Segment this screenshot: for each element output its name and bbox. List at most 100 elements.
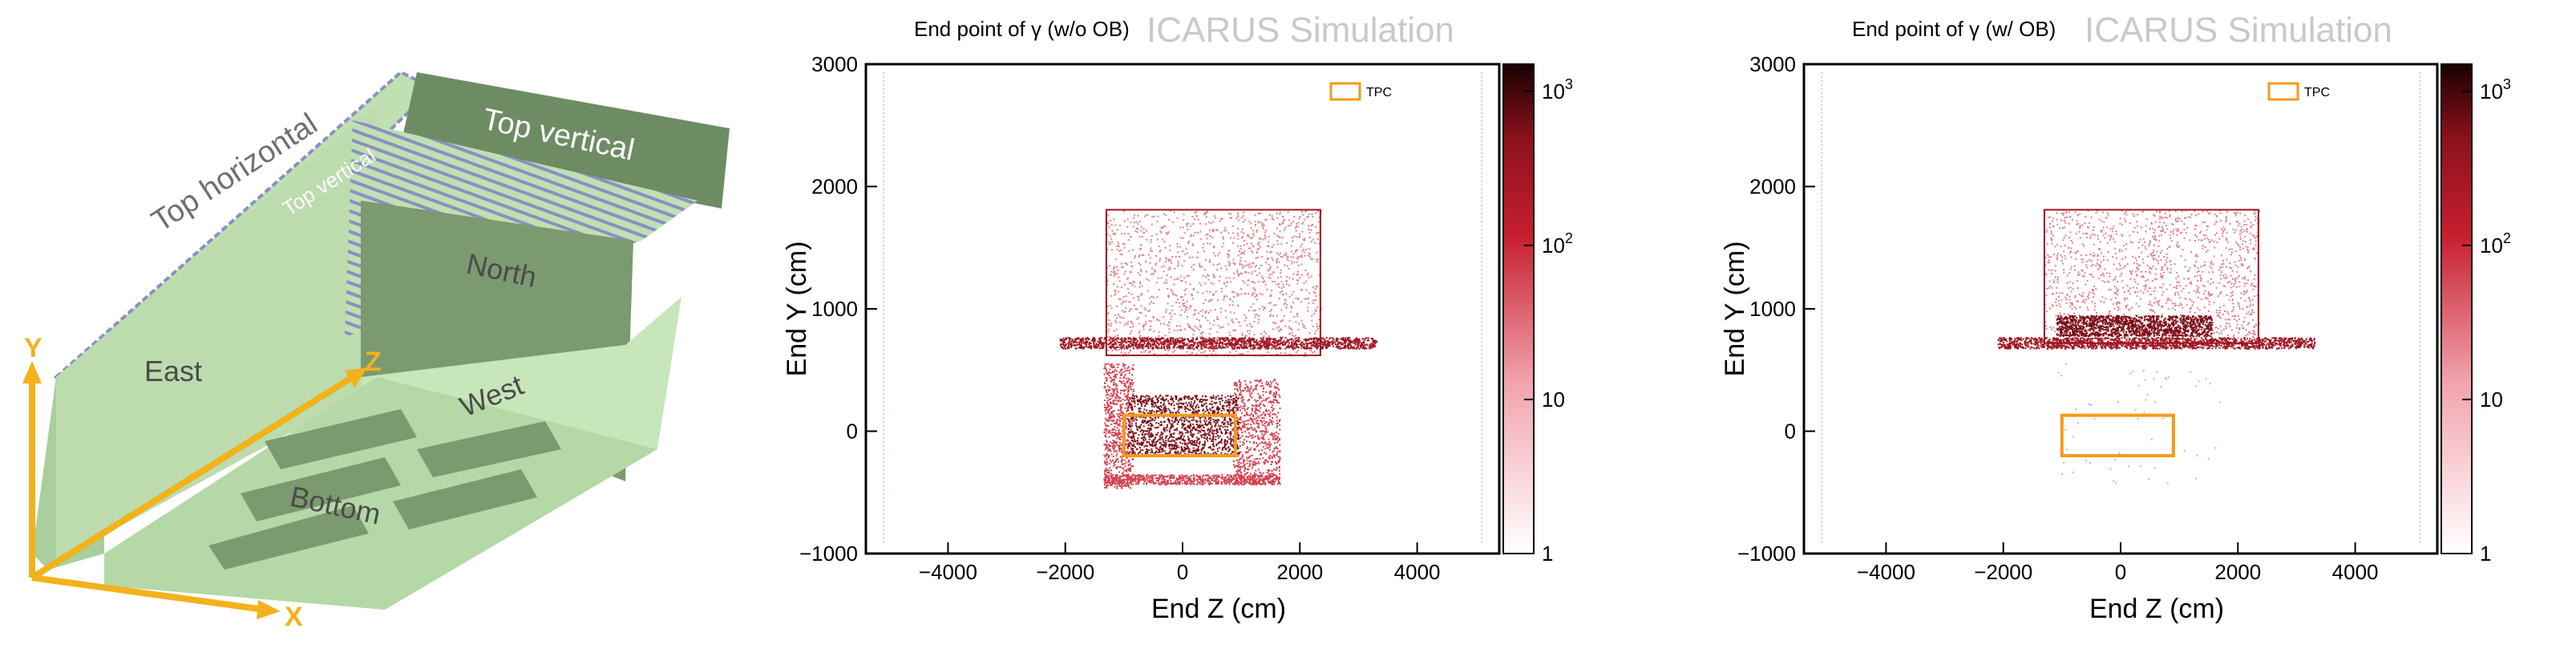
point: [1138, 347, 1141, 349]
point: [1101, 337, 1102, 339]
point: [1114, 383, 1117, 386]
point: [1118, 438, 1121, 440]
point: [1272, 280, 1274, 282]
point: [1263, 433, 1265, 436]
point: [1107, 412, 1110, 414]
point: [1209, 408, 1211, 410]
point: [1187, 229, 1189, 231]
point: [1173, 211, 1175, 213]
point: [1231, 300, 1234, 302]
point: [1243, 421, 1245, 424]
point: [1202, 292, 1204, 294]
point: [1169, 450, 1171, 452]
point: [1361, 343, 1364, 346]
point: [1315, 298, 1317, 301]
point: [1106, 446, 1109, 448]
point: [1311, 351, 1313, 354]
point: [1129, 423, 1131, 425]
point: [1291, 306, 1293, 309]
point: [1138, 221, 1141, 222]
point: [1176, 419, 1178, 421]
point: [1317, 221, 1320, 223]
point: [1221, 290, 1223, 293]
point: [1348, 340, 1350, 343]
point: [1226, 282, 1228, 283]
point: [1272, 399, 1275, 401]
point: [1116, 421, 1118, 424]
point: [1240, 217, 1243, 219]
point: [1121, 417, 1123, 420]
point: [1314, 292, 1316, 294]
point: [1236, 388, 1239, 391]
point: [1132, 473, 1134, 476]
point: [1115, 442, 1118, 444]
point: [1284, 298, 1287, 301]
point: [1272, 404, 1273, 407]
point: [1122, 317, 1125, 319]
point: [1287, 225, 1289, 227]
point: [1123, 233, 1126, 235]
point: [1244, 219, 1246, 221]
point: [1121, 381, 1123, 383]
point: [1256, 445, 1258, 448]
point: [1193, 343, 1195, 345]
point: [1278, 298, 1280, 300]
point: [1308, 342, 1310, 344]
point: [1238, 406, 1240, 408]
point: [1252, 287, 1255, 289]
point: [1205, 276, 1207, 278]
point: [1337, 339, 1340, 341]
point: [1144, 430, 1146, 432]
point: [1121, 371, 1123, 374]
point: [1103, 429, 1106, 432]
point: [1126, 456, 1128, 459]
point: [1240, 428, 1243, 430]
point: [1275, 461, 1276, 463]
point: [1341, 347, 1343, 350]
point: [1248, 293, 1249, 295]
point: [1235, 385, 1238, 387]
point: [1083, 342, 1086, 344]
point: [1300, 254, 1303, 257]
point: [1191, 436, 1194, 438]
point: [1165, 214, 1167, 217]
point: [1233, 401, 1235, 404]
point: [1316, 322, 1318, 325]
point: [1130, 221, 1132, 224]
point: [1252, 294, 1253, 297]
point: [1315, 342, 1317, 344]
point: [1221, 339, 1223, 341]
point: [1252, 245, 1254, 247]
point: [1252, 405, 1255, 407]
point: [1268, 263, 1270, 266]
point: [1242, 215, 1244, 217]
point: [1142, 228, 1145, 229]
point: [1326, 346, 1328, 348]
point: [1127, 461, 1130, 463]
point: [1122, 266, 1124, 269]
point: [1104, 469, 1106, 472]
point: [1244, 240, 1246, 242]
point: [1082, 337, 1084, 339]
point: [1081, 341, 1083, 343]
point: [1306, 339, 1308, 341]
point: [1216, 431, 1219, 433]
point: [1264, 347, 1267, 350]
point: [1192, 341, 1195, 343]
point: [1312, 238, 1314, 241]
point: [1253, 428, 1256, 430]
point: [1237, 273, 1239, 275]
point: [1176, 452, 1179, 454]
point: [1107, 331, 1110, 333]
point: [1257, 469, 1260, 471]
point: [1231, 403, 1234, 405]
point: [1179, 325, 1181, 327]
point: [1125, 479, 1127, 481]
point: [1212, 293, 1215, 295]
point: [1256, 405, 1258, 408]
point: [1270, 383, 1272, 385]
point: [1247, 233, 1249, 236]
point: [1164, 405, 1167, 408]
point: [1172, 292, 1174, 294]
point: [1113, 403, 1115, 405]
